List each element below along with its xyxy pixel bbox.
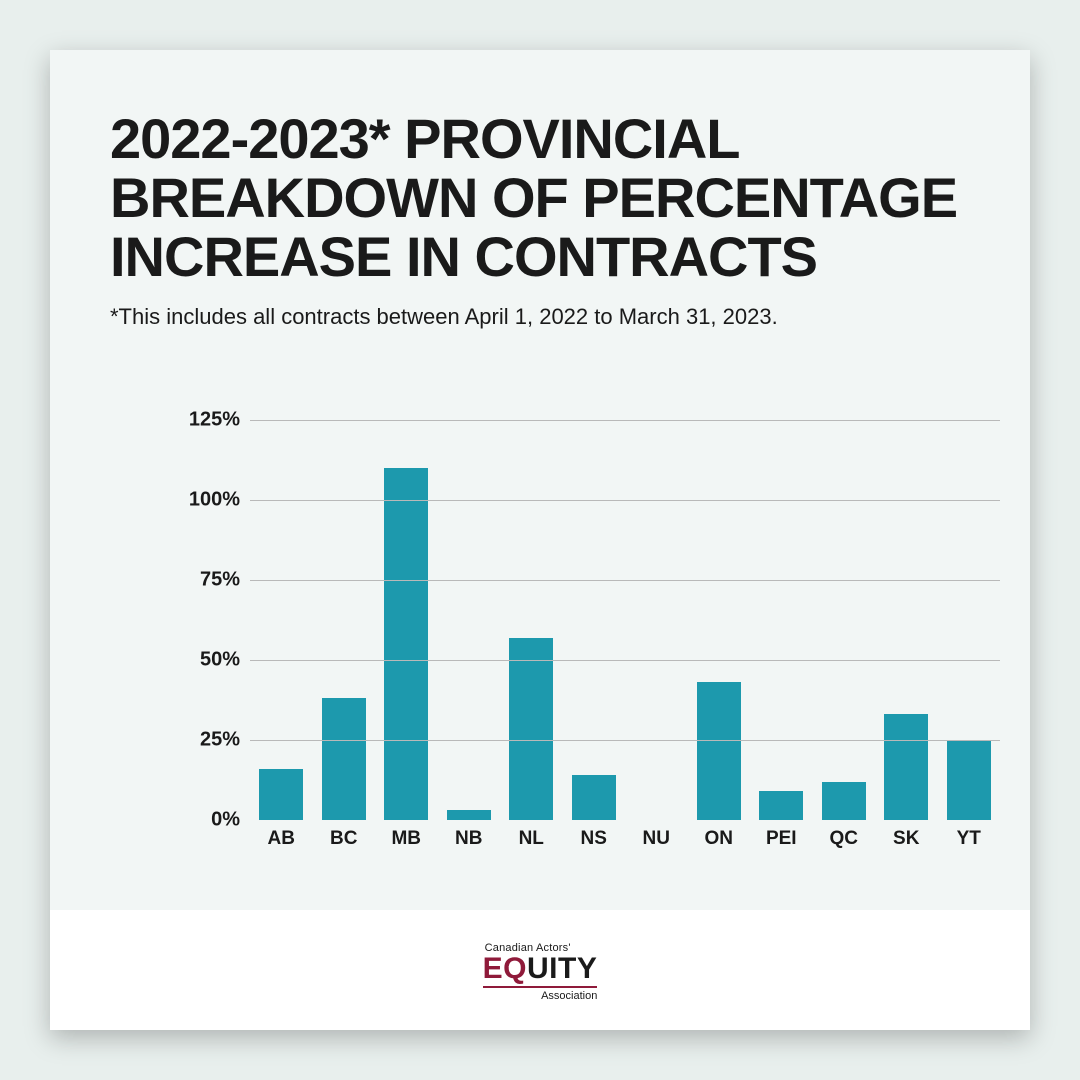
x-tick-label: QC [822, 828, 866, 850]
x-axis-labels: AB BC MB NB NL NS NU ON PEI QC SK YT [250, 828, 1000, 850]
bar-nl [509, 638, 553, 820]
logo-rest: UITY [527, 952, 597, 985]
bars-container [250, 420, 1000, 820]
bar-ns [572, 775, 616, 820]
gridline [250, 740, 1000, 741]
x-tick-label: BC [322, 828, 366, 850]
x-tick-label: NL [509, 828, 553, 850]
bar-pei [759, 791, 803, 820]
header: 2022-2023* PROVINCIAL BREAKDOWN OF PERCE… [50, 50, 1030, 330]
bar-yt [947, 740, 991, 820]
bar-qc [822, 782, 866, 820]
x-tick-label: YT [947, 828, 991, 850]
x-tick-label: NS [572, 828, 616, 850]
plot-area [250, 420, 1000, 820]
bar-mb [384, 468, 428, 820]
logo-main: EQ✦UITY [483, 954, 598, 988]
logo-bottom-text: Association [483, 990, 598, 1002]
x-tick-label: NB [447, 828, 491, 850]
logo-letter-e: E [483, 952, 504, 985]
chart: ABBCMBNBNLNSNUONPEIQCSKYT 0%25%50%75%100… [180, 420, 1000, 880]
bar-on [697, 682, 741, 820]
y-tick-label: 125% [160, 409, 240, 432]
y-tick-label: 100% [160, 489, 240, 512]
x-tick-label: NU [634, 828, 678, 850]
maple-leaf-icon: ✦ [508, 963, 517, 973]
x-tick-label: PEI [759, 828, 803, 850]
bar-sk [884, 714, 928, 820]
gridline [250, 580, 1000, 581]
gridline [250, 660, 1000, 661]
card: 2022-2023* PROVINCIAL BREAKDOWN OF PERCE… [50, 50, 1030, 1030]
y-tick-label: 50% [160, 649, 240, 672]
y-tick-label: 0% [160, 809, 240, 832]
y-tick-label: 75% [160, 569, 240, 592]
logo: Canadian Actors' EQ✦UITY Association [50, 942, 1030, 1004]
logo-letter-q: Q✦ [503, 952, 527, 985]
chart-subtitle: *This includes all contracts between Apr… [110, 304, 970, 330]
bar-nb [447, 810, 491, 820]
x-tick-label: SK [884, 828, 928, 850]
x-tick-label: MB [384, 828, 428, 850]
gridline [250, 500, 1000, 501]
y-tick-label: 25% [160, 729, 240, 752]
bar-ab [259, 769, 303, 820]
x-tick-label: AB [259, 828, 303, 850]
chart-title: 2022-2023* PROVINCIAL BREAKDOWN OF PERCE… [110, 110, 970, 286]
gridline [250, 420, 1000, 421]
x-tick-label: ON [697, 828, 741, 850]
bar-bc [322, 698, 366, 820]
